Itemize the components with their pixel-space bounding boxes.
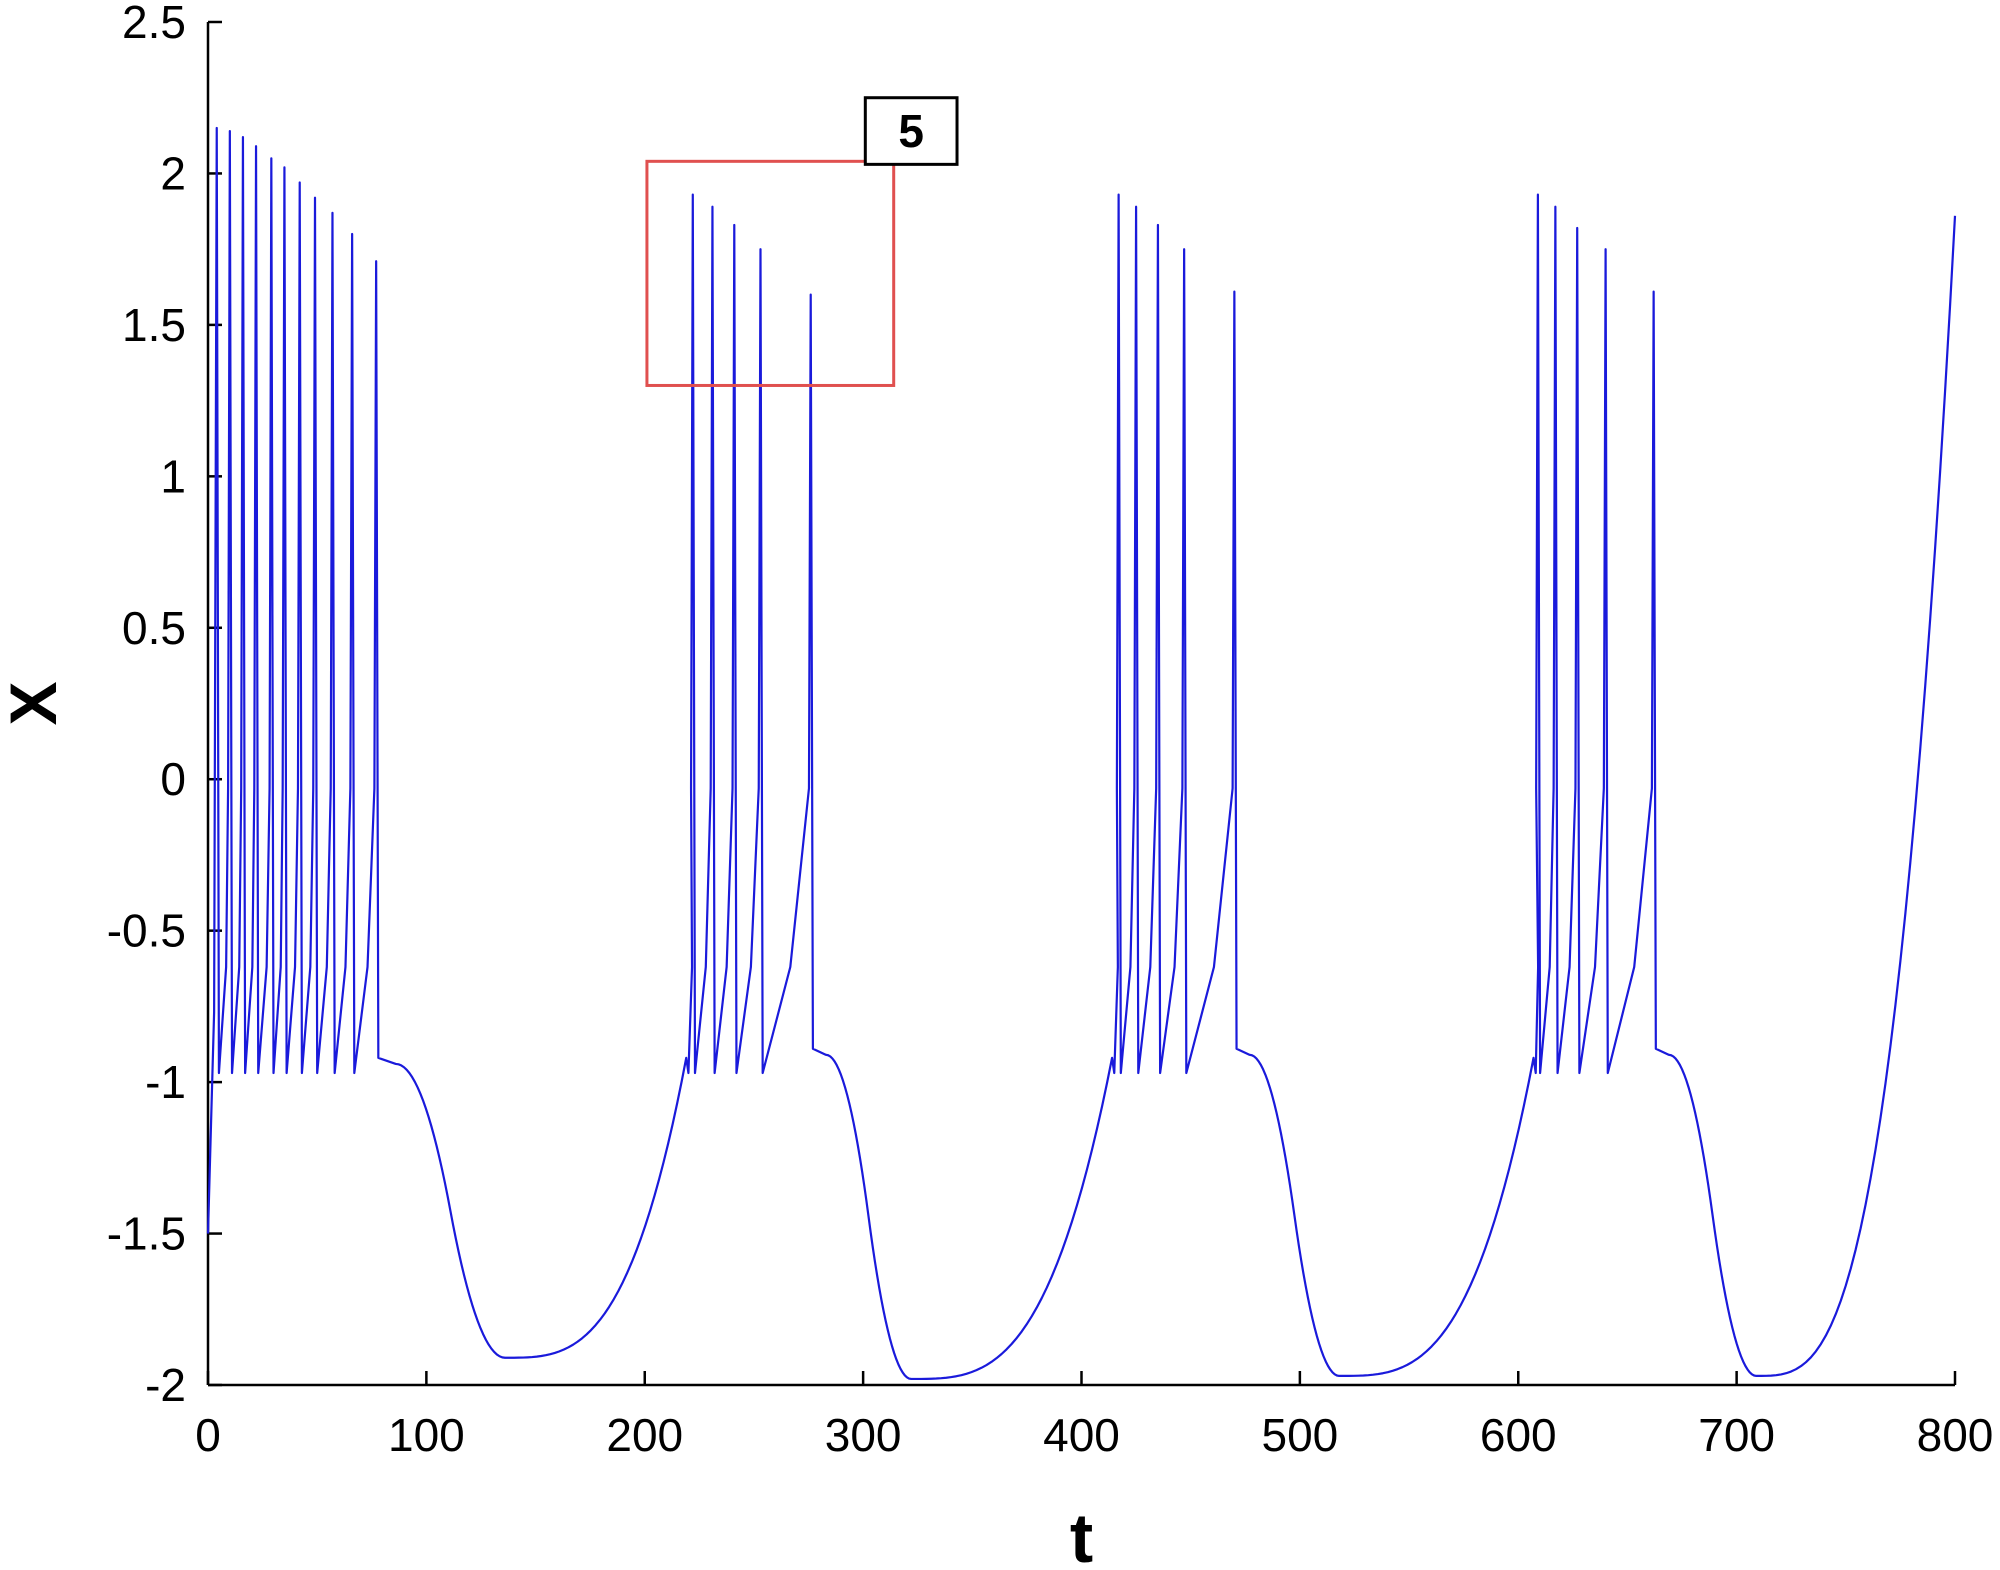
- y-tick-label: -0.5: [107, 905, 186, 957]
- y-tick-label: 1: [160, 450, 186, 502]
- highlight-box: [645, 159, 896, 387]
- x-tick-label: 600: [1480, 1409, 1557, 1461]
- y-axis-title: X: [0, 681, 70, 725]
- y-tick-label: 0: [160, 753, 186, 805]
- y-tick-label: 1.5: [122, 299, 186, 351]
- series-line: [206, 126, 1957, 1381]
- y-tick-label: -2: [145, 1359, 186, 1411]
- y-tick-label: -1: [145, 1056, 186, 1108]
- x-axis-title: t: [1070, 1499, 1093, 1570]
- annotation-label-box: [863, 96, 959, 166]
- x-tick-label: 500: [1262, 1409, 1339, 1461]
- axes: 0 100 200 300 400 500 600 700 800 2.5 2 1.5 1 0.5 0 -0.…: [107, 0, 1994, 1461]
- y-tick-label: 0.5: [122, 602, 186, 654]
- x-tick-label: 400: [1043, 1409, 1120, 1461]
- x-tick-label: 800: [1917, 1409, 1994, 1461]
- x-tick-label: 200: [606, 1409, 683, 1461]
- annotation-label: 5: [898, 105, 924, 157]
- y-tick-label: 2.5: [122, 0, 186, 48]
- x-tick-label: 0: [195, 1409, 221, 1461]
- x-tick-label: 100: [388, 1409, 465, 1461]
- y-tick-label: -1.5: [107, 1208, 186, 1260]
- x-tick-label: 700: [1698, 1409, 1775, 1461]
- y-tick-label: 2: [160, 147, 186, 199]
- x-tick-label: 300: [825, 1409, 902, 1461]
